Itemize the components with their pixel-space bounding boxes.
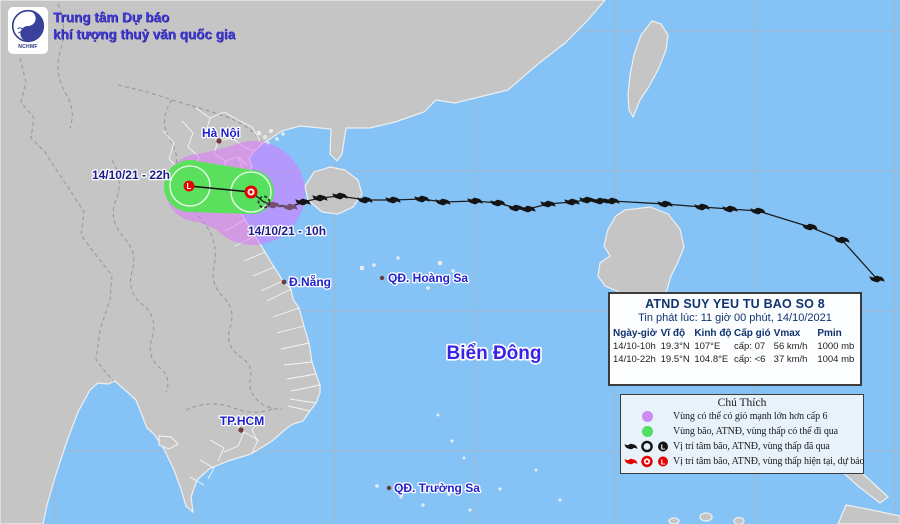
forecast-position-marker (183, 180, 195, 192)
danang-dot (281, 279, 287, 285)
dashed-low-marker (257, 195, 271, 209)
nchmf-logo: NCHMF (8, 7, 48, 54)
storm-info-title: ATND SUY YEU TU BAO SO 8 (645, 297, 825, 311)
legend-title: Chú Thích (717, 397, 767, 409)
label-danang: Đ.Nẵng (289, 274, 331, 289)
info-table-row-1: 14/10-22h 19.5°N 104.8°E cấp: <6 37 km/h 1004… (613, 354, 855, 365)
current-markers-icons: L (624, 455, 668, 468)
forecast-track-line (188, 185, 252, 193)
org-title-line1: Trung tâm Dự báo (53, 10, 170, 25)
logo-text: NCHMF (18, 44, 38, 50)
label-hanoi: Hà Nội (202, 126, 240, 140)
legend-item-past-markers: L Vị trí tâm bão, ATNĐ, vùng thấp đã qua (621, 439, 863, 454)
label-forecast-time: 14/10/21 - 22h (92, 168, 170, 182)
legend-item-label: Vị trí tâm bão, ATNĐ, vùng thấp hiện tại… (673, 456, 865, 467)
org-title: Trung tâm Dự báo khí tượng thuỷ văn quốc… (53, 9, 235, 43)
info-table-row-0: 14/10-10h 19.3°N 107°E cấp: 07 56 km/h 1000 m… (613, 341, 855, 352)
nchmf-emblem-icon (11, 9, 45, 43)
purple-zone-swatch (641, 411, 653, 422)
legend-rows: Vùng có thể có gió mạnh lớn hơn cấp 6 Vùn… (621, 409, 865, 469)
city-markers (216, 138, 392, 491)
legend-item-green-zone: Vùng bão, ATNĐ, vùng thấp có thể đi qua (621, 424, 863, 439)
storm-info-issued: Tin phát lúc: 11 giờ 00 phút, 14/10/2021 (638, 312, 832, 324)
label-current-time: 14/10/21 - 10h (248, 224, 326, 238)
storm-track-layer: L (164, 141, 885, 283)
position-ring (230, 171, 272, 213)
hoangsa-dot (379, 275, 385, 281)
label-tphcm: TP.HCM (220, 414, 264, 428)
legend-item-current-markers: L Vị trí tâm bão, ATNĐ, vùng thấp hiện tạ… (621, 454, 865, 469)
island-taiwan (627, 20, 669, 119)
mainland-indochina-china (0, 0, 606, 524)
position-ring (169, 165, 211, 207)
label-truong-sa: QĐ. Trường Sa (394, 481, 480, 495)
past-markers-icons: L (624, 440, 668, 453)
land-corner-se (837, 504, 900, 524)
forecast-L-glyph: L (187, 182, 192, 191)
legend-item-label: Vùng bão, ATNĐ, vùng thấp có thể đi qua (673, 426, 838, 437)
legend-item-label: Vị trí tâm bão, ATNĐ, vùng thấp đã qua (673, 441, 830, 452)
storm-info-panel: ATND SUY YEU TU BAO SO 8 Tin phát lúc: 1… (608, 292, 862, 386)
info-table-header: Ngày-giờ Vĩ độ Kinh độ Cấp gió Vmax Pmin (613, 328, 842, 339)
storm-info-table: Ngày-giờ Vĩ độ Kinh độ Cấp gió Vmax Pmin 14/10… (613, 328, 857, 366)
current-position-dot (249, 190, 253, 194)
legend-panel: Chú Thích Vùng có thể có gió mạnh lớn hơ… (620, 394, 865, 474)
org-title-line2: khí tượng thuỷ văn quốc gia (53, 27, 236, 42)
island-hainan (304, 166, 363, 215)
label-bien-dong: Biển Đông (447, 343, 542, 364)
hanoi-dot (216, 138, 222, 144)
truongsa-dot (386, 485, 392, 491)
svg-text:L: L (661, 457, 666, 466)
legend-item-label: Vùng có thể có gió mạnh lớn hơn cấp 6 (673, 411, 828, 422)
label-hoang-sa: QĐ. Hoàng Sa (388, 271, 468, 285)
svg-text:L: L (661, 442, 666, 451)
island-phuquoc (158, 435, 179, 450)
green-zone-swatch (641, 426, 653, 437)
legend-item-purple-zone: Vùng có thể có gió mạnh lớn hơn cấp 6 (621, 409, 863, 424)
tphcm-dot (238, 427, 244, 433)
